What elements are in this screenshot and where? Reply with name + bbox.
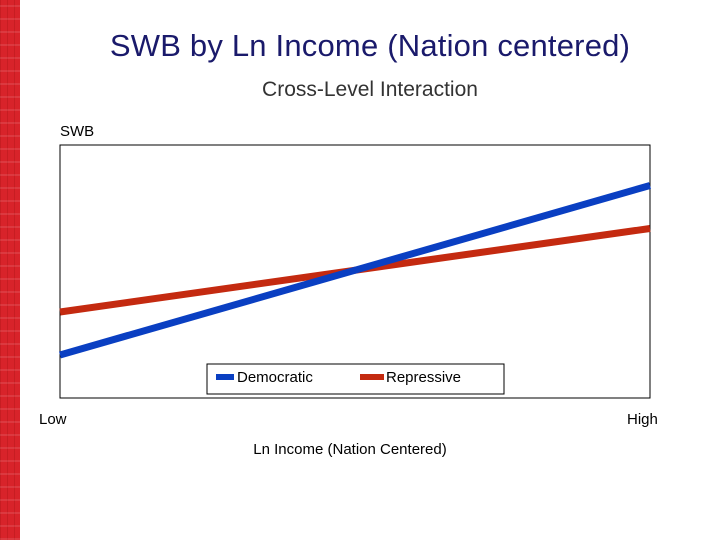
x-tick-high: High bbox=[627, 411, 658, 428]
decorative-side-band bbox=[0, 0, 20, 540]
series-line-democratic bbox=[59, 182, 651, 359]
legend-swatch-democratic bbox=[216, 374, 234, 380]
legend-swatch-repressive bbox=[360, 374, 384, 380]
chart-subtitle: Cross-Level Interaction bbox=[262, 78, 478, 101]
legend-label-democratic: Democratic bbox=[237, 369, 313, 386]
slide-title: SWB by Ln Income (Nation centered) bbox=[109, 28, 631, 63]
legend-box bbox=[206, 363, 505, 395]
x-axis-label: Ln Income (Nation Centered) bbox=[253, 441, 446, 458]
x-tick-low: Low bbox=[39, 411, 67, 428]
series-layer bbox=[59, 182, 651, 359]
legend: Democratic Repressive bbox=[206, 363, 505, 395]
legend-label-repressive: Repressive bbox=[386, 369, 461, 386]
y-axis-label: SWB bbox=[60, 123, 94, 140]
